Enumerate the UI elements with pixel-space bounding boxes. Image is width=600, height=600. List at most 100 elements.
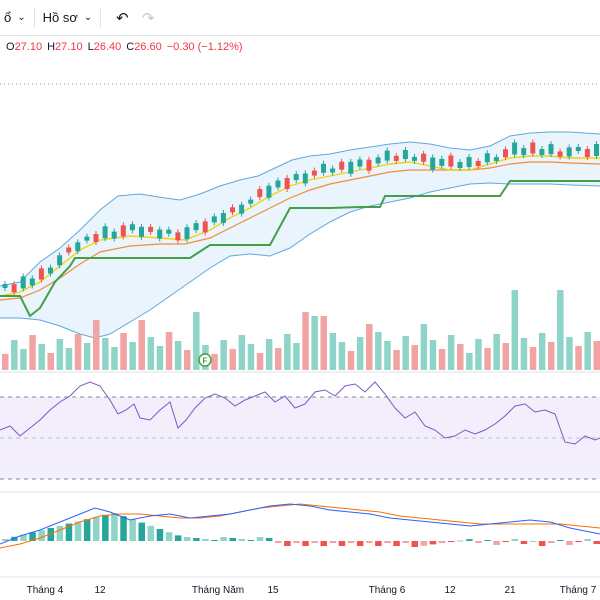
- candle-body: [2, 284, 8, 288]
- volume-bar: [211, 354, 218, 370]
- volume-bar: [538, 333, 546, 370]
- time-axis: Tháng 4 12 Tháng Năm 15 Tháng 6 12 21 Tháng 7: [27, 585, 597, 596]
- macd-histogram-bar: [566, 541, 573, 545]
- volume-bar: [429, 340, 437, 370]
- macd-histogram-bar: [484, 540, 491, 541]
- macd-histogram-bar: [11, 536, 18, 541]
- redo-icon[interactable]: ↷: [141, 9, 155, 27]
- volume-bar: [102, 338, 109, 370]
- volume-bar: [138, 320, 145, 370]
- macd-histogram-bar: [211, 540, 218, 541]
- volume-bar: [2, 354, 9, 370]
- volume-bar: [320, 316, 327, 370]
- candle-body: [357, 159, 363, 167]
- volume-bar: [193, 312, 200, 370]
- macd-histogram-bar: [475, 541, 482, 543]
- volume-bar: [411, 345, 418, 370]
- rsi-band: [0, 397, 600, 479]
- volume-bar: [74, 334, 82, 370]
- bollinger-bands: [0, 131, 600, 339]
- volume-bar: [529, 347, 537, 370]
- volume-bar: [120, 333, 127, 370]
- macd-histogram-bar: [393, 541, 400, 546]
- candle-body: [93, 234, 99, 242]
- candle-body: [348, 161, 354, 174]
- volume-bar: [475, 339, 482, 370]
- time-axis-label: 12: [94, 585, 106, 596]
- macd-histogram-bar: [347, 541, 355, 543]
- candle-body: [584, 149, 590, 157]
- volume-bar: [156, 346, 164, 370]
- ohlc-legend: O27.10 H27.10 L26.40 C26.60 −0.30 (−1.12%): [6, 41, 248, 53]
- macd-line: [0, 503, 600, 545]
- macd-histogram-bar: [56, 525, 64, 541]
- macd-histogram-bar: [220, 537, 227, 541]
- candle-body: [120, 225, 126, 237]
- profile-menu[interactable]: Hồ sơ ⌄: [43, 0, 93, 36]
- macd-pane: [0, 503, 600, 549]
- volume-bar: [347, 351, 355, 370]
- macd-histogram-bar: [284, 541, 291, 546]
- volume-bar: [93, 320, 100, 370]
- candle-body: [466, 157, 472, 167]
- volume-bar: [275, 348, 282, 370]
- macd-histogram-bar: [38, 530, 45, 541]
- candle-body: [548, 144, 554, 155]
- candle-body: [375, 157, 381, 164]
- time-axis-label: 21: [504, 585, 516, 596]
- macd-histogram-bar: [229, 538, 236, 541]
- volume-bar: [393, 350, 400, 370]
- volume-bar: [38, 344, 45, 370]
- volume-bar: [493, 334, 500, 370]
- candle-body: [311, 170, 317, 176]
- macd-histogram-bar: [193, 538, 200, 541]
- candle-body: [102, 226, 108, 239]
- macd-histogram-bar: [493, 541, 500, 545]
- candle-body: [175, 232, 181, 241]
- macd-histogram-bar: [20, 534, 27, 541]
- candle-body: [20, 276, 26, 289]
- undo-icon[interactable]: ↶: [115, 9, 129, 27]
- macd-histogram-bar: [65, 523, 73, 541]
- volume-bar: [420, 324, 428, 370]
- change-value: −0.30 (−1.12%): [166, 41, 243, 53]
- macd-histogram-bar: [311, 541, 318, 543]
- bollinger-fill: [0, 132, 600, 338]
- macd-histogram-bar: [447, 541, 455, 542]
- macd-histogram-bar: [102, 514, 109, 541]
- candle-body: [475, 161, 481, 166]
- candle-body: [594, 144, 599, 156]
- volume-bar: [466, 353, 473, 370]
- volume-bar: [447, 335, 455, 370]
- candle-body: [484, 153, 490, 163]
- volume-bar: [329, 333, 337, 370]
- supertrend-line: [0, 180, 600, 318]
- candle-body: [539, 149, 545, 155]
- volume-bar: [111, 347, 118, 370]
- candle-body: [503, 149, 508, 158]
- low-value: 26.40: [93, 41, 122, 53]
- macd-histogram-bar: [511, 539, 519, 541]
- macd-histogram-bar: [402, 541, 409, 543]
- macd-histogram-bar: [375, 541, 382, 546]
- layout-menu[interactable]: ổ ⌄: [0, 0, 26, 36]
- macd-histogram-bar: [275, 541, 282, 543]
- macd-histogram-bar: [29, 532, 36, 541]
- volume-bar: [129, 342, 136, 370]
- volume-bar: [302, 312, 309, 370]
- candle-body: [57, 255, 63, 266]
- volume-bar: [184, 350, 191, 370]
- volume-bar: [20, 349, 27, 370]
- candle-body: [557, 151, 563, 157]
- macd-histogram-bar: [520, 541, 528, 544]
- slow-ma-line: [0, 161, 600, 301]
- candle-body: [384, 150, 390, 161]
- macd-histogram-bar: [438, 541, 446, 544]
- candle-body: [293, 174, 299, 181]
- candle-body: [184, 227, 190, 240]
- candle-body: [193, 223, 199, 231]
- macd-histogram-bar: [83, 519, 91, 541]
- time-axis-label: Tháng 4: [27, 585, 64, 596]
- macd-histogram-bar: [184, 537, 191, 541]
